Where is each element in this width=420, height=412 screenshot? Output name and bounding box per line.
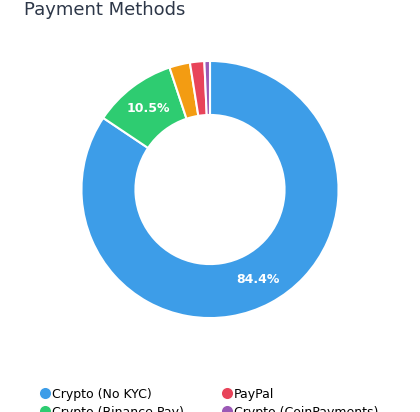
Wedge shape	[103, 68, 186, 148]
Wedge shape	[170, 63, 198, 119]
Text: Payment Methods: Payment Methods	[24, 1, 185, 19]
Legend: Crypto (No KYC), Crypto (Binance Pay), Credit / Debit card (Stripe), PayPal, Cry: Crypto (No KYC), Crypto (Binance Pay), C…	[38, 384, 382, 412]
Text: 10.5%: 10.5%	[127, 102, 170, 115]
Wedge shape	[190, 61, 207, 116]
Wedge shape	[81, 61, 339, 318]
Text: 84.4%: 84.4%	[236, 273, 279, 286]
Wedge shape	[205, 61, 210, 115]
